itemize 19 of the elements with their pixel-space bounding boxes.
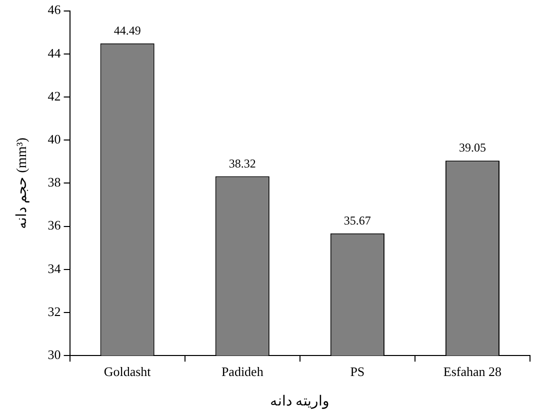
x-axis-title: واریته دانه — [270, 394, 330, 410]
y-tick-label: 38 — [48, 174, 61, 190]
y-axis-title: حجم دانه (mm³) — [15, 137, 30, 229]
y-tick-label: 40 — [48, 132, 61, 147]
x-tick-label: Padideh — [221, 364, 264, 379]
x-tick-label: Goldasht — [104, 364, 152, 379]
y-tick-label: 42 — [48, 88, 61, 104]
y-tick-label: 36 — [48, 218, 62, 233]
y-tick-label: 30 — [48, 347, 61, 362]
x-tick-label: Esfahan 28 — [443, 364, 502, 379]
x-tick-label: PS — [350, 364, 365, 379]
y-tick-label: 44 — [48, 45, 62, 60]
y-tick-label: 34 — [48, 260, 62, 276]
y-tick-label: 46 — [48, 2, 62, 18]
y-tick-label: 32 — [48, 304, 61, 319]
data-label: 35.67 — [344, 214, 371, 228]
data-label: 38.32 — [228, 156, 256, 170]
data-label: 39.05 — [458, 140, 486, 155]
data-label: 44.49 — [114, 23, 141, 38]
